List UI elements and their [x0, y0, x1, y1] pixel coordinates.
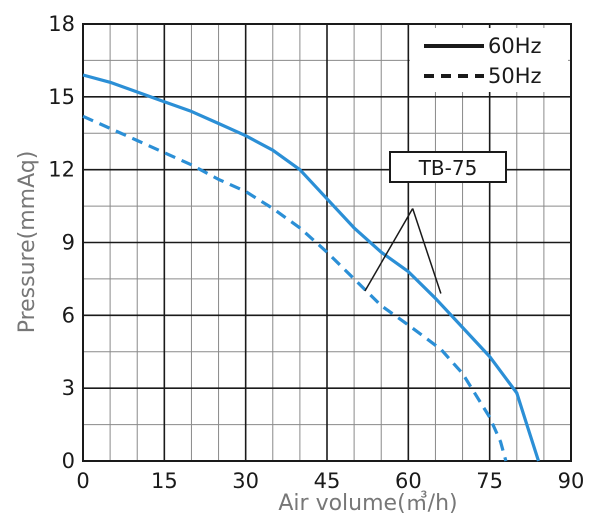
x-tick-label: 75: [476, 469, 503, 493]
annotation-box: [389, 151, 507, 183]
x-tick-label: 15: [151, 469, 178, 493]
x-tick-label: 30: [232, 469, 259, 493]
y-tick-label: 18: [48, 12, 75, 36]
series-line-60hz: [82, 73, 541, 462]
plot-frame: [82, 23, 572, 462]
series-line-50hz: [82, 114, 508, 462]
annotation: TB-75: [364, 151, 507, 294]
x-tick-label: 45: [314, 469, 341, 493]
annotation-leader-line: [364, 208, 414, 292]
x-tick-label: 60: [395, 469, 422, 493]
y-tick-label: 12: [48, 158, 75, 182]
y-tick-label: 9: [62, 231, 75, 255]
x-tick-label: 0: [76, 469, 89, 493]
y-tick-labels: 0 3 6 9 12 15 18: [48, 12, 75, 473]
legend-box: [410, 28, 568, 92]
x-axis-title: Air volume(㎥/h): [278, 490, 457, 516]
legend-label-50hz: 50Hz: [488, 64, 542, 88]
legend: 60Hz 50Hz: [410, 28, 568, 92]
y-tick-label: 15: [48, 85, 75, 109]
y-tick-label: 0: [62, 449, 75, 473]
series-layer: [82, 73, 541, 462]
annotation-label: TB-75: [418, 156, 478, 180]
x-tick-labels: 0 15 30 45 60 75 90: [76, 469, 584, 493]
annotation-leader-line: [411, 208, 442, 294]
legend-label-60hz: 60Hz: [488, 34, 542, 58]
y-tick-label: 6: [62, 303, 75, 327]
major-grid: [83, 24, 571, 461]
x-tick-label: 90: [558, 469, 585, 493]
y-tick-label: 3: [62, 376, 75, 400]
y-axis-title: Pressure(mmAq): [15, 151, 40, 334]
